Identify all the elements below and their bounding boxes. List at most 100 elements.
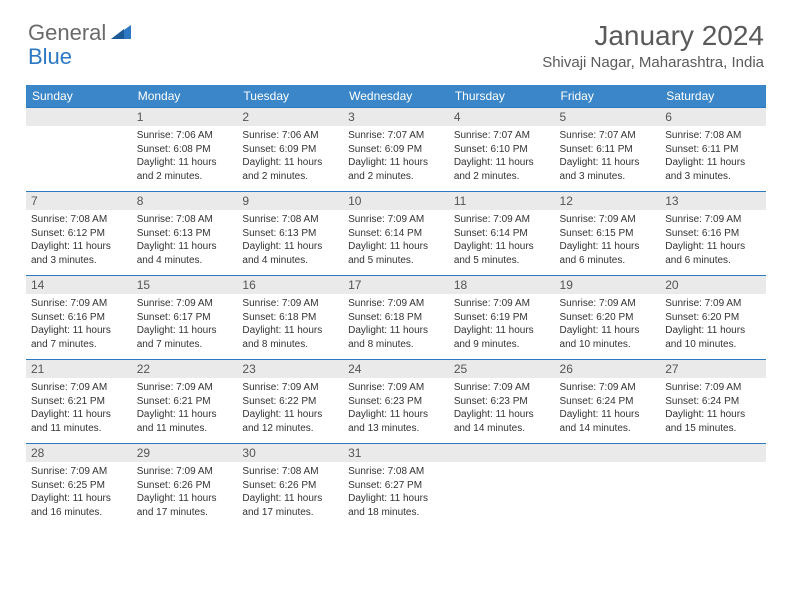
sunrise-text: Sunrise: 7:09 AM xyxy=(242,297,338,311)
daylight-text: Daylight: 11 hours and 9 minutes. xyxy=(454,324,550,351)
sunset-text: Sunset: 6:19 PM xyxy=(454,311,550,325)
sunset-text: Sunset: 6:13 PM xyxy=(242,227,338,241)
day-number: 29 xyxy=(132,444,238,462)
daylight-text: Daylight: 11 hours and 6 minutes. xyxy=(665,240,761,267)
sunset-text: Sunset: 6:14 PM xyxy=(348,227,444,241)
daylight-text: Daylight: 11 hours and 2 minutes. xyxy=(348,156,444,183)
logo-text-general: General xyxy=(28,20,106,46)
day-cell xyxy=(555,444,661,528)
sunrise-text: Sunrise: 7:06 AM xyxy=(137,129,233,143)
day-content: Sunrise: 7:09 AMSunset: 6:20 PMDaylight:… xyxy=(555,294,661,359)
day-content xyxy=(26,126,132,184)
day-content: Sunrise: 7:09 AMSunset: 6:21 PMDaylight:… xyxy=(26,378,132,443)
sunrise-text: Sunrise: 7:09 AM xyxy=(137,297,233,311)
day-cell: 29Sunrise: 7:09 AMSunset: 6:26 PMDayligh… xyxy=(132,444,238,528)
day-cell: 25Sunrise: 7:09 AMSunset: 6:23 PMDayligh… xyxy=(449,360,555,444)
day-cell: 10Sunrise: 7:09 AMSunset: 6:14 PMDayligh… xyxy=(343,192,449,276)
day-content: Sunrise: 7:09 AMSunset: 6:14 PMDaylight:… xyxy=(343,210,449,275)
sunset-text: Sunset: 6:16 PM xyxy=(665,227,761,241)
sunset-text: Sunset: 6:23 PM xyxy=(348,395,444,409)
sunrise-text: Sunrise: 7:08 AM xyxy=(31,213,127,227)
day-content: Sunrise: 7:08 AMSunset: 6:27 PMDaylight:… xyxy=(343,462,449,527)
sunrise-text: Sunrise: 7:09 AM xyxy=(454,297,550,311)
sunrise-text: Sunrise: 7:08 AM xyxy=(348,465,444,479)
sunrise-text: Sunrise: 7:09 AM xyxy=(560,213,656,227)
daylight-text: Daylight: 11 hours and 4 minutes. xyxy=(242,240,338,267)
day-content: Sunrise: 7:09 AMSunset: 6:16 PMDaylight:… xyxy=(660,210,766,275)
sunrise-text: Sunrise: 7:09 AM xyxy=(560,297,656,311)
day-number: 19 xyxy=(555,276,661,294)
day-number xyxy=(660,444,766,462)
day-content xyxy=(449,462,555,520)
sunrise-text: Sunrise: 7:06 AM xyxy=(242,129,338,143)
sunrise-text: Sunrise: 7:07 AM xyxy=(348,129,444,143)
sunrise-text: Sunrise: 7:09 AM xyxy=(454,213,550,227)
sunrise-text: Sunrise: 7:09 AM xyxy=(454,381,550,395)
day-cell: 31Sunrise: 7:08 AMSunset: 6:27 PMDayligh… xyxy=(343,444,449,528)
day-number: 31 xyxy=(343,444,449,462)
daylight-text: Daylight: 11 hours and 15 minutes. xyxy=(665,408,761,435)
day-number: 9 xyxy=(237,192,343,210)
sunset-text: Sunset: 6:09 PM xyxy=(348,143,444,157)
week-row: 28Sunrise: 7:09 AMSunset: 6:25 PMDayligh… xyxy=(26,444,766,528)
daylight-text: Daylight: 11 hours and 11 minutes. xyxy=(137,408,233,435)
sunset-text: Sunset: 6:18 PM xyxy=(242,311,338,325)
day-number xyxy=(555,444,661,462)
day-number: 26 xyxy=(555,360,661,378)
daylight-text: Daylight: 11 hours and 18 minutes. xyxy=(348,492,444,519)
day-number: 30 xyxy=(237,444,343,462)
day-cell: 5Sunrise: 7:07 AMSunset: 6:11 PMDaylight… xyxy=(555,108,661,192)
daylight-text: Daylight: 11 hours and 2 minutes. xyxy=(242,156,338,183)
day-number: 7 xyxy=(26,192,132,210)
day-number: 1 xyxy=(132,108,238,126)
daylight-text: Daylight: 11 hours and 11 minutes. xyxy=(31,408,127,435)
day-content: Sunrise: 7:08 AMSunset: 6:26 PMDaylight:… xyxy=(237,462,343,527)
week-row: 21Sunrise: 7:09 AMSunset: 6:21 PMDayligh… xyxy=(26,360,766,444)
sunset-text: Sunset: 6:20 PM xyxy=(665,311,761,325)
daylight-text: Daylight: 11 hours and 2 minutes. xyxy=(137,156,233,183)
sunrise-text: Sunrise: 7:09 AM xyxy=(242,381,338,395)
day-cell: 18 Sunrise: 7:09 AMSunset: 6:19 PMDayligh… xyxy=(449,276,555,360)
header: General January 2024 Shivaji Nagar, Maha… xyxy=(0,0,792,79)
day-content: Sunrise: 7:09 AMSunset: 6:14 PMDaylight:… xyxy=(449,210,555,275)
day-number: 22 xyxy=(132,360,238,378)
day-header: Friday xyxy=(555,85,661,108)
sunset-text: Sunset: 6:13 PM xyxy=(137,227,233,241)
logo: General xyxy=(28,20,133,46)
day-number: 15 xyxy=(132,276,238,294)
day-content: Sunrise: 7:09 AMSunset: 6:23 PMDaylight:… xyxy=(449,378,555,443)
day-content: Sunrise: 7:09 AMSunset: 6:18 PMDaylight:… xyxy=(237,294,343,359)
day-content: Sunrise: 7:08 AMSunset: 6:12 PMDaylight:… xyxy=(26,210,132,275)
day-number: 10 xyxy=(343,192,449,210)
day-number: 23 xyxy=(237,360,343,378)
day-header-row: Sunday Monday Tuesday Wednesday Thursday… xyxy=(26,85,766,108)
sunrise-text: Sunrise: 7:08 AM xyxy=(242,213,338,227)
daylight-text: Daylight: 11 hours and 7 minutes. xyxy=(31,324,127,351)
day-header: Monday xyxy=(132,85,238,108)
day-header: Tuesday xyxy=(237,85,343,108)
location-text: Shivaji Nagar, Maharashtra, India xyxy=(542,54,764,71)
sunset-text: Sunset: 6:25 PM xyxy=(31,479,127,493)
day-cell: 7Sunrise: 7:08 AMSunset: 6:12 PMDaylight… xyxy=(26,192,132,276)
day-number: 18 xyxy=(449,276,555,294)
daylight-text: Daylight: 11 hours and 6 minutes. xyxy=(560,240,656,267)
day-content: Sunrise: 7:09 AMSunset: 6:24 PMDaylight:… xyxy=(660,378,766,443)
day-content: Sunrise: 7:08 AMSunset: 6:13 PMDaylight:… xyxy=(132,210,238,275)
day-cell: 15Sunrise: 7:09 AMSunset: 6:17 PMDayligh… xyxy=(132,276,238,360)
sunset-text: Sunset: 6:10 PM xyxy=(454,143,550,157)
day-content: Sunrise: 7:09 AMSunset: 6:24 PMDaylight:… xyxy=(555,378,661,443)
sunset-text: Sunset: 6:15 PM xyxy=(560,227,656,241)
sunrise-text: Sunrise: 7:07 AM xyxy=(454,129,550,143)
daylight-text: Daylight: 11 hours and 8 minutes. xyxy=(348,324,444,351)
day-cell: 17Sunrise: 7:09 AMSunset: 6:18 PMDayligh… xyxy=(343,276,449,360)
day-number: 27 xyxy=(660,360,766,378)
sunrise-text: Sunrise: 7:08 AM xyxy=(665,129,761,143)
day-number: 8 xyxy=(132,192,238,210)
daylight-text: Daylight: 11 hours and 2 minutes. xyxy=(454,156,550,183)
logo-text-blue: Blue xyxy=(28,44,72,69)
sunset-text: Sunset: 6:24 PM xyxy=(560,395,656,409)
day-cell: 4Sunrise: 7:07 AMSunset: 6:10 PMDaylight… xyxy=(449,108,555,192)
day-cell: 22Sunrise: 7:09 AMSunset: 6:21 PMDayligh… xyxy=(132,360,238,444)
sunrise-text: Sunrise: 7:09 AM xyxy=(31,297,127,311)
sunset-text: Sunset: 6:24 PM xyxy=(665,395,761,409)
